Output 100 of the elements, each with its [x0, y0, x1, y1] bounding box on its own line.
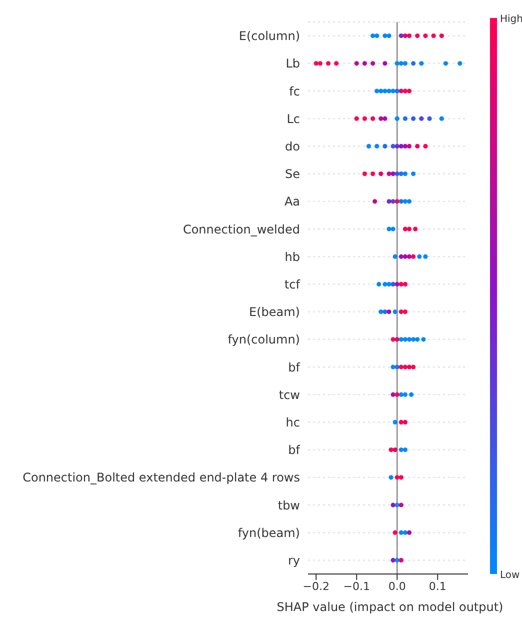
point: [370, 61, 376, 66]
point: [386, 199, 392, 204]
x-tick-label: 0.0: [388, 580, 406, 593]
point: [419, 61, 424, 66]
point: [386, 88, 392, 94]
point: [402, 199, 408, 204]
y-tick-label: fyn(column): [228, 332, 300, 347]
point: [411, 254, 416, 259]
point: [398, 254, 404, 259]
y-tick-label: E(column): [238, 29, 300, 44]
point: [406, 530, 412, 535]
point: [382, 34, 388, 38]
point: [406, 144, 412, 148]
point: [419, 116, 424, 121]
point: [386, 34, 392, 38]
point: [431, 34, 436, 38]
point: [402, 530, 408, 535]
point: [398, 530, 404, 535]
point: [362, 61, 368, 66]
y-tick-label: bf: [288, 443, 301, 458]
point: [398, 144, 404, 148]
point: [390, 144, 396, 148]
point: [402, 61, 408, 66]
point: [411, 116, 416, 121]
point: [388, 475, 394, 480]
point: [411, 337, 416, 342]
color-bar-label: High: [500, 14, 522, 25]
point: [382, 61, 388, 66]
point: [398, 88, 404, 94]
point: [402, 144, 408, 148]
y-tick-label: tcf: [284, 277, 301, 292]
point: [392, 254, 398, 259]
point: [378, 88, 384, 94]
point: [378, 310, 384, 314]
point: [423, 254, 428, 259]
point: [386, 172, 392, 176]
point: [394, 172, 400, 176]
point: [411, 61, 416, 66]
point: [394, 337, 400, 342]
point: [390, 199, 396, 204]
color-bar-label: Low: [500, 570, 520, 581]
point: [398, 558, 404, 562]
point: [386, 310, 392, 314]
point: [394, 144, 400, 148]
x-tick-label: 0.1: [428, 580, 446, 593]
point: [392, 448, 398, 452]
point: [392, 420, 398, 424]
point: [402, 420, 408, 424]
point: [394, 116, 400, 121]
y-tick-label: E(beam): [249, 305, 300, 320]
point: [366, 144, 372, 148]
y-tick-label: Aa: [284, 194, 300, 209]
point: [402, 34, 408, 38]
point: [374, 144, 380, 148]
point: [374, 88, 380, 94]
point: [378, 172, 384, 176]
y-tick-label: hb: [284, 250, 300, 264]
y-tick-label: tcw: [278, 388, 300, 402]
point: [406, 254, 412, 259]
point: [390, 172, 396, 176]
point: [390, 282, 396, 286]
y-tick-label: Connection_Bolted extended end-plate 4 rows: [22, 470, 300, 485]
y-tick-label: Lb: [286, 56, 300, 71]
point: [439, 116, 444, 121]
point: [382, 282, 388, 286]
point: [390, 502, 396, 508]
point: [423, 144, 428, 148]
point: [386, 226, 392, 232]
point: [390, 392, 396, 397]
point: [458, 61, 462, 66]
point: [398, 448, 404, 452]
point: [376, 282, 382, 286]
x-tick-label: −0.2: [302, 580, 330, 593]
point: [415, 337, 420, 342]
point: [402, 448, 408, 452]
point: [402, 337, 408, 342]
x-tick-label: −0.1: [343, 580, 370, 593]
point: [415, 144, 420, 148]
point: [390, 364, 396, 370]
y-tick-label: fc: [289, 84, 300, 98]
point: [374, 34, 380, 38]
y-tick-label: ry: [288, 553, 300, 568]
point: [398, 34, 404, 38]
point: [354, 61, 359, 66]
y-tick-label: tbw: [278, 498, 300, 512]
point: [402, 392, 408, 397]
point: [386, 282, 392, 286]
point: [372, 199, 378, 204]
point: [394, 282, 400, 286]
point: [378, 116, 384, 121]
point: [382, 116, 388, 121]
y-tick-label: Lc: [286, 112, 300, 126]
point: [382, 88, 388, 94]
point: [370, 116, 376, 121]
point: [390, 226, 396, 232]
y-tick-label: bf: [288, 360, 301, 374]
point: [398, 337, 404, 342]
point: [427, 116, 432, 121]
y-tick-label: Connection_welded: [182, 222, 300, 236]
point: [402, 254, 408, 259]
